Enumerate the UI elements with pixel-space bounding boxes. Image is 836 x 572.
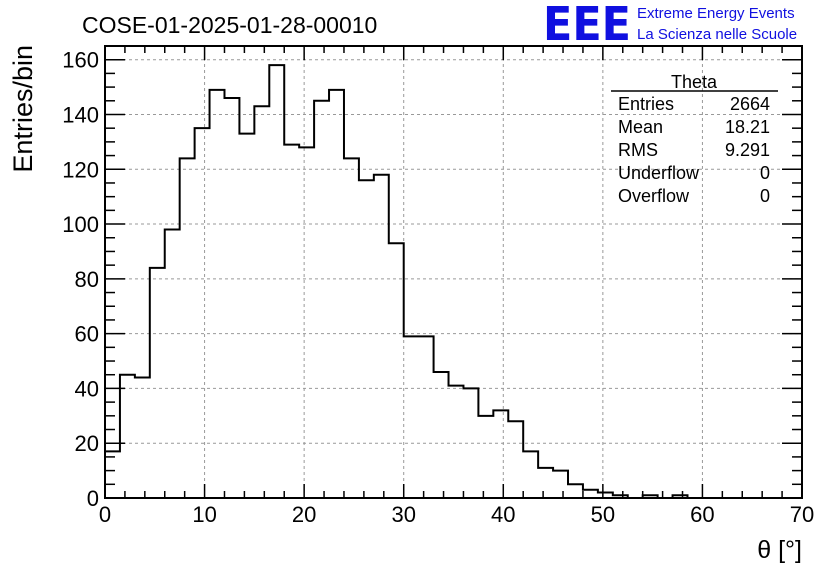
x-tick-label: 70 [790, 502, 814, 527]
chart-title: COSE-01-2025-01-28-00010 [82, 12, 377, 38]
y-axis-label: Entries/bin [8, 45, 38, 173]
logo-line-2: La Scienza nelle Scuole [637, 26, 797, 43]
x-tick-labels: 0 10 20 30 40 50 60 70 [99, 502, 814, 527]
stats-row-value: 18.21 [725, 117, 770, 137]
plot-frame [104, 45, 803, 499]
eee-logo: EEE Extreme Energy Events La Scienza nel… [543, 0, 797, 51]
y-tick-label: 80 [75, 267, 99, 292]
stats-row-label: Underflow [618, 163, 700, 183]
x-tick-label: 60 [690, 502, 714, 527]
stats-row-value: 0 [760, 186, 770, 206]
stats-row-label: Overflow [618, 186, 690, 206]
y-tick-label: 160 [62, 48, 99, 73]
stats-row-label: RMS [618, 140, 658, 160]
y-tick-label: 100 [62, 212, 99, 237]
x-tick-label: 30 [391, 502, 415, 527]
histogram-line [104, 64, 793, 499]
stats-row-value: 0 [760, 163, 770, 183]
y-tick-label: 0 [87, 486, 99, 511]
x-tick-label: 10 [192, 502, 216, 527]
y-tick-labels: 0 20 40 60 80 100 120 140 160 [62, 48, 99, 511]
x-axis-label: θ [°] [757, 536, 802, 564]
grid-lines [105, 46, 802, 498]
y-tick-label: 60 [75, 322, 99, 347]
x-tick-label: 20 [292, 502, 316, 527]
x-tick-label: 40 [491, 502, 515, 527]
stats-row-label: Entries [618, 94, 674, 114]
axis-ticks [104, 45, 803, 499]
logo-line-1: Extreme Energy Events [637, 5, 795, 22]
stats-title: Theta [671, 72, 718, 92]
stats-box: Theta Entries 2664 Mean 18.21 RMS 9.291 Underf… [611, 72, 778, 206]
y-tick-label: 20 [75, 431, 99, 456]
x-tick-label: 50 [591, 502, 615, 527]
logo-text: EEE [543, 0, 631, 51]
y-tick-label: 120 [62, 157, 99, 182]
stats-row-value: 9.291 [725, 140, 770, 160]
y-tick-label: 140 [62, 102, 99, 127]
x-tick-label: 0 [99, 502, 111, 527]
y-tick-label: 40 [75, 376, 99, 401]
stats-rows: Entries 2664 Mean 18.21 RMS 9.291 Underflow 0 Ov… [618, 94, 770, 206]
stats-row-value: 2664 [730, 94, 770, 114]
stats-row-label: Mean [618, 117, 663, 137]
